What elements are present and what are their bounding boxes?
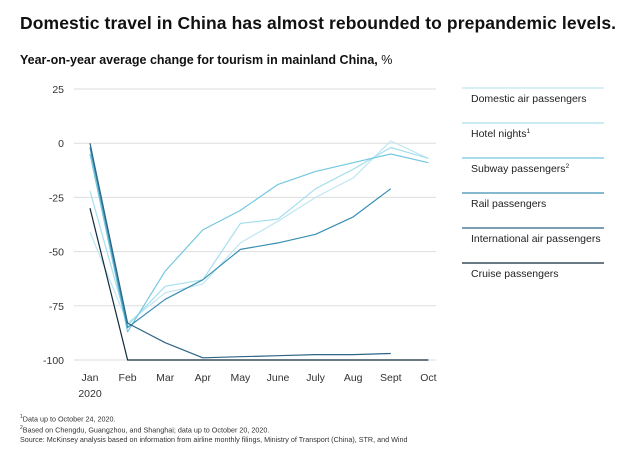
y-tick-label: 0 [58,138,64,150]
unit-label: % [381,53,393,67]
legend-footnote-mark: 2 [566,163,570,170]
x-tick-label: Aug [344,372,363,384]
source-note: Source: McKinsey analysis based on infor… [20,434,408,444]
x-tick-label: June [267,372,290,384]
series-line [89,143,391,359]
legend-label: Hotel nights1 [471,128,530,140]
x-tick-label: Mar [156,372,175,384]
chart-title: Domestic travel in China has almost rebo… [20,13,617,33]
series-line [89,140,429,324]
y-tick-label: 25 [52,84,64,96]
chart-subtitle: Year-on-year average change for tourism … [20,53,392,67]
legend-label: Subway passengers2 [471,163,570,175]
footnote-2-text: Based on Chengdu, Guangzhou, and Shangha… [22,425,270,435]
series-line [89,147,392,329]
legend-label: International air passengers [471,233,601,245]
footnote-1-text: Data up to October 24, 2020. [22,414,116,424]
y-tick-label: -50 [49,247,64,259]
series-line [89,146,429,326]
footnote-2: 2Based on Chengdu, Guangzhou, and Shangh… [20,424,407,435]
footnote-1: 1Data up to October 24, 2020. [20,413,407,424]
y-tick-label: -75 [49,301,64,313]
x-year-label: 2020 [78,388,102,400]
subtitle-text: Year-on-year average change for tourism … [20,53,378,67]
footnote-2-mark: 2 [20,424,23,431]
legend-label: Domestic air passengers [471,93,587,105]
series-line [89,208,429,361]
legend-label: Rail passengers [471,198,546,210]
x-tick-label: Oct [420,372,436,384]
x-tick-label: July [306,372,325,384]
x-tick-label: Sept [380,372,402,384]
legend-label: Cruise passengers [471,268,559,280]
x-tick-label: Jan [82,372,99,384]
legend-footnote-mark: 1 [526,128,530,135]
y-tick-label: -100 [43,355,64,367]
x-tick-label: Apr [195,372,212,384]
y-tick-label: -25 [49,192,64,204]
x-tick-label: Feb [119,372,137,384]
footnote-1-mark: 1 [20,414,23,420]
series-line [89,153,429,333]
footnotes: 1Data up to October 24, 2020. 2Based on … [20,413,407,444]
line-chart: 25 0 -25 -50 -75 -100 Jan Feb Mar Apr May June July A… [43,84,604,400]
x-tick-label: May [230,372,251,384]
